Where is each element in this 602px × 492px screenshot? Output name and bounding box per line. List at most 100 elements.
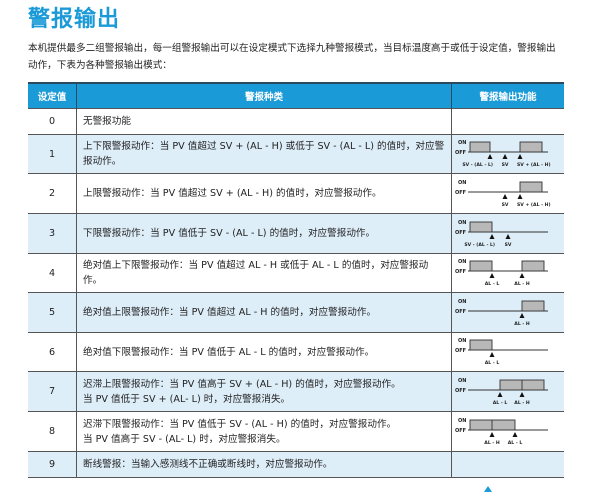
description-line: 当 PV 值低于 SV + (AL- L) 时，对应警报消失。	[83, 393, 291, 405]
alarm-timing-diagram: ON OFF AL - L AL - H	[455, 259, 548, 287]
alarm-description: 迟滞上限警报动作：当 PV 值高于 SV + (AL - H) 的值时，对应警报…	[76, 371, 452, 412]
marker-label: AL - L	[508, 440, 523, 446]
table-row: 0 无警报功能	[28, 108, 564, 135]
marker-label: AL - H	[514, 281, 530, 287]
marker-label: AL - L	[485, 360, 500, 366]
setting-value: 3	[28, 213, 77, 254]
table-row: 6 绝对值下限警报动作：当 PV 值低于 AL - L 的值时，对应警报动作。 ON…	[28, 332, 564, 372]
alarm-description: 无警报功能	[76, 108, 452, 135]
marker-label: SV	[505, 242, 512, 248]
marker-arrow-icon	[519, 312, 525, 318]
off-label: OFF	[455, 428, 466, 434]
description-line: 迟滞下限警报动作：当 PV 值低于 SV - (AL - H) 的值时，对应警报…	[83, 418, 397, 430]
alarm-description: 断线警报：当输入感测线不正确或断线时，对应警报动作。	[76, 451, 452, 478]
on-state-box	[469, 221, 493, 232]
off-label: OFF	[455, 190, 466, 196]
alarm-timing-diagram: ON OFF SV - (AL - L) SV	[455, 220, 548, 248]
marker-arrow-icon	[489, 352, 495, 357]
marker-arrow-icon	[505, 233, 511, 239]
off-label: OFF	[455, 388, 466, 394]
alarm-output-diagram-cell: ON OFF AL - H AL - L	[451, 411, 564, 452]
description-line: 断线警报：当输入感测线不正确或断线时，对应警报动作。	[83, 459, 333, 470]
marker-arrow-icon	[502, 193, 508, 199]
setting-value: 2	[28, 173, 77, 214]
marker-label: AL - H	[484, 440, 500, 446]
on-state-box	[521, 260, 545, 272]
marker-arrow-icon	[489, 273, 495, 278]
off-label: OFF	[455, 230, 466, 236]
alarm-description: 绝对值上下限警报动作：当 PV 值超过 AL - H 或低于 AL - L 的值…	[76, 253, 452, 293]
marker-label: AL - H	[514, 321, 530, 327]
alarm-timing-diagram: ON OFF SV - (AL - L) SV SV + (AL - H)	[455, 140, 551, 168]
marker-label: SV + (AL - H)	[517, 202, 551, 208]
marker-arrow-icon	[489, 233, 495, 239]
marker-arrow-icon	[517, 154, 523, 159]
alarm-output-diagram-cell: ON OFF SV - (AL - L) SV SV + (AL - H)	[451, 134, 564, 174]
description-line: 上限警报动作：当 PV 值超过 SV + (AL - H) 的值时，对应警报动作…	[83, 188, 382, 199]
alarm-timing-diagram: ON OFF AL - H AL - L	[455, 418, 548, 446]
on-state-box	[469, 141, 491, 153]
alarm-output-diagram-cell: ON OFF SV SV + (AL - H)	[451, 173, 564, 214]
on-state-box	[521, 300, 545, 311]
alarm-mode-table: 设定值 警报种类 警报输出功能 0 无警报功能 1 上下限警报动作：当 PV 值超过 …	[28, 82, 564, 478]
setting-value: 1	[28, 134, 77, 174]
table-row: 3 下限警报动作：当 PV 值低于 SV - (AL - L) 的值时，对应警报动…	[28, 213, 564, 254]
alarm-timing-diagram: ON OFF AL - H	[455, 299, 548, 327]
marker-arrow-icon	[502, 154, 508, 159]
intro-paragraph: 本机提供最多二组警报输出，每一组警报输出可以在设定模式下选择九种警报模式，当目标…	[28, 43, 556, 71]
table-row: 9 断线警报：当输入感测线不正确或断线时，对应警报动作。	[28, 451, 564, 478]
marker-label: SV + (AL - H)	[517, 162, 551, 168]
off-label: OFF	[455, 269, 466, 275]
description-line: 当 PV 值高于 SV - (AL- L) 时，对应警报消失。	[83, 433, 286, 445]
table-row: 4 绝对值上下限警报动作：当 PV 值超过 AL - H 或低于 AL - L 的…	[28, 253, 564, 293]
off-label: OFF	[455, 150, 466, 156]
marker-label: AL - H	[514, 400, 530, 406]
alarm-output-diagram-cell	[451, 108, 564, 135]
alarm-description: 上下限警报动作：当 PV 值超过 SV + (AL - H) 或低于 SV - …	[76, 134, 452, 174]
header-alarm-output: 警报输出功能	[451, 82, 564, 109]
marker-arrow-icon	[489, 431, 495, 437]
on-label: ON	[458, 140, 466, 146]
on-label: ON	[458, 378, 466, 384]
alarm-output-diagram-cell: ON OFF AL - H	[451, 292, 564, 333]
table-row: 8 迟滞下限警报动作：当 PV 值低于 SV - (AL - H) 的值时，对应警…	[28, 411, 564, 452]
setting-value: 5	[28, 292, 77, 333]
on-state-box	[469, 260, 493, 272]
on-state-box	[519, 141, 543, 153]
alarm-timing-diagram: ON OFF SV SV + (AL - H)	[455, 180, 551, 208]
table-row: 7 迟滞上限警报动作：当 PV 值高于 SV + (AL - H) 的值时，对应警…	[28, 371, 564, 412]
alarm-timing-diagram: ON OFF AL - L	[455, 338, 548, 366]
on-state-box	[519, 181, 543, 192]
marker-label: AL - L	[493, 400, 508, 406]
description-line: 无警报功能	[83, 116, 131, 127]
off-label: OFF	[455, 348, 466, 354]
marker-arrow-icon	[517, 193, 523, 199]
alarm-description: 绝对值上限警报动作：当 PV 值超过 AL - H 的值时，对应警报动作。	[76, 292, 452, 333]
alarm-description: 绝对值下限警报动作：当 PV 值低于 AL - L 的值时，对应警报动作。	[76, 332, 452, 372]
alarm-description: 下限警报动作：当 PV 值低于 SV - (AL - L) 的值时，对应警报动作…	[76, 213, 452, 254]
marker-arrow-icon	[497, 391, 503, 397]
on-state-box	[469, 419, 516, 430]
alarm-description: 上限警报动作：当 PV 值超过 SV + (AL - H) 的值时，对应警报动作…	[76, 173, 452, 214]
header-alarm-type: 警报种类	[76, 82, 452, 109]
description-line: 上下限警报动作：当 PV 值超过 SV + (AL - H) 或低于 SV - …	[83, 141, 445, 167]
table-row: 2 上限警报动作：当 PV 值超过 SV + (AL - H) 的值时，对应警报动…	[28, 173, 564, 214]
marker-label: SV	[502, 202, 509, 208]
marker-arrow-icon	[519, 273, 525, 278]
alarm-output-diagram-cell: ON OFF AL - L AL - H	[451, 371, 564, 412]
marker-arrow-icon	[487, 154, 493, 159]
on-label: ON	[458, 418, 466, 424]
on-label: ON	[458, 299, 466, 305]
table-header-row: 设定值 警报种类 警报输出功能	[28, 82, 564, 109]
description-line: 绝对值上限警报动作：当 PV 值超过 AL - H 的值时，对应警报动作。	[83, 307, 377, 318]
description-line: 绝对值上下限警报动作：当 PV 值超过 AL - H 或低于 AL - L 的值…	[83, 260, 429, 286]
marker-arrow-icon	[512, 431, 518, 437]
marker-label: AL - L	[485, 281, 500, 287]
on-label: ON	[458, 259, 466, 265]
setting-value: 7	[28, 371, 77, 412]
setting-value: 8	[28, 411, 77, 452]
on-label: ON	[458, 338, 466, 344]
off-label: OFF	[455, 309, 466, 315]
table-row: 5 绝对值上限警报动作：当 PV 值超过 AL - H 的值时，对应警报动作。 ON…	[28, 292, 564, 333]
